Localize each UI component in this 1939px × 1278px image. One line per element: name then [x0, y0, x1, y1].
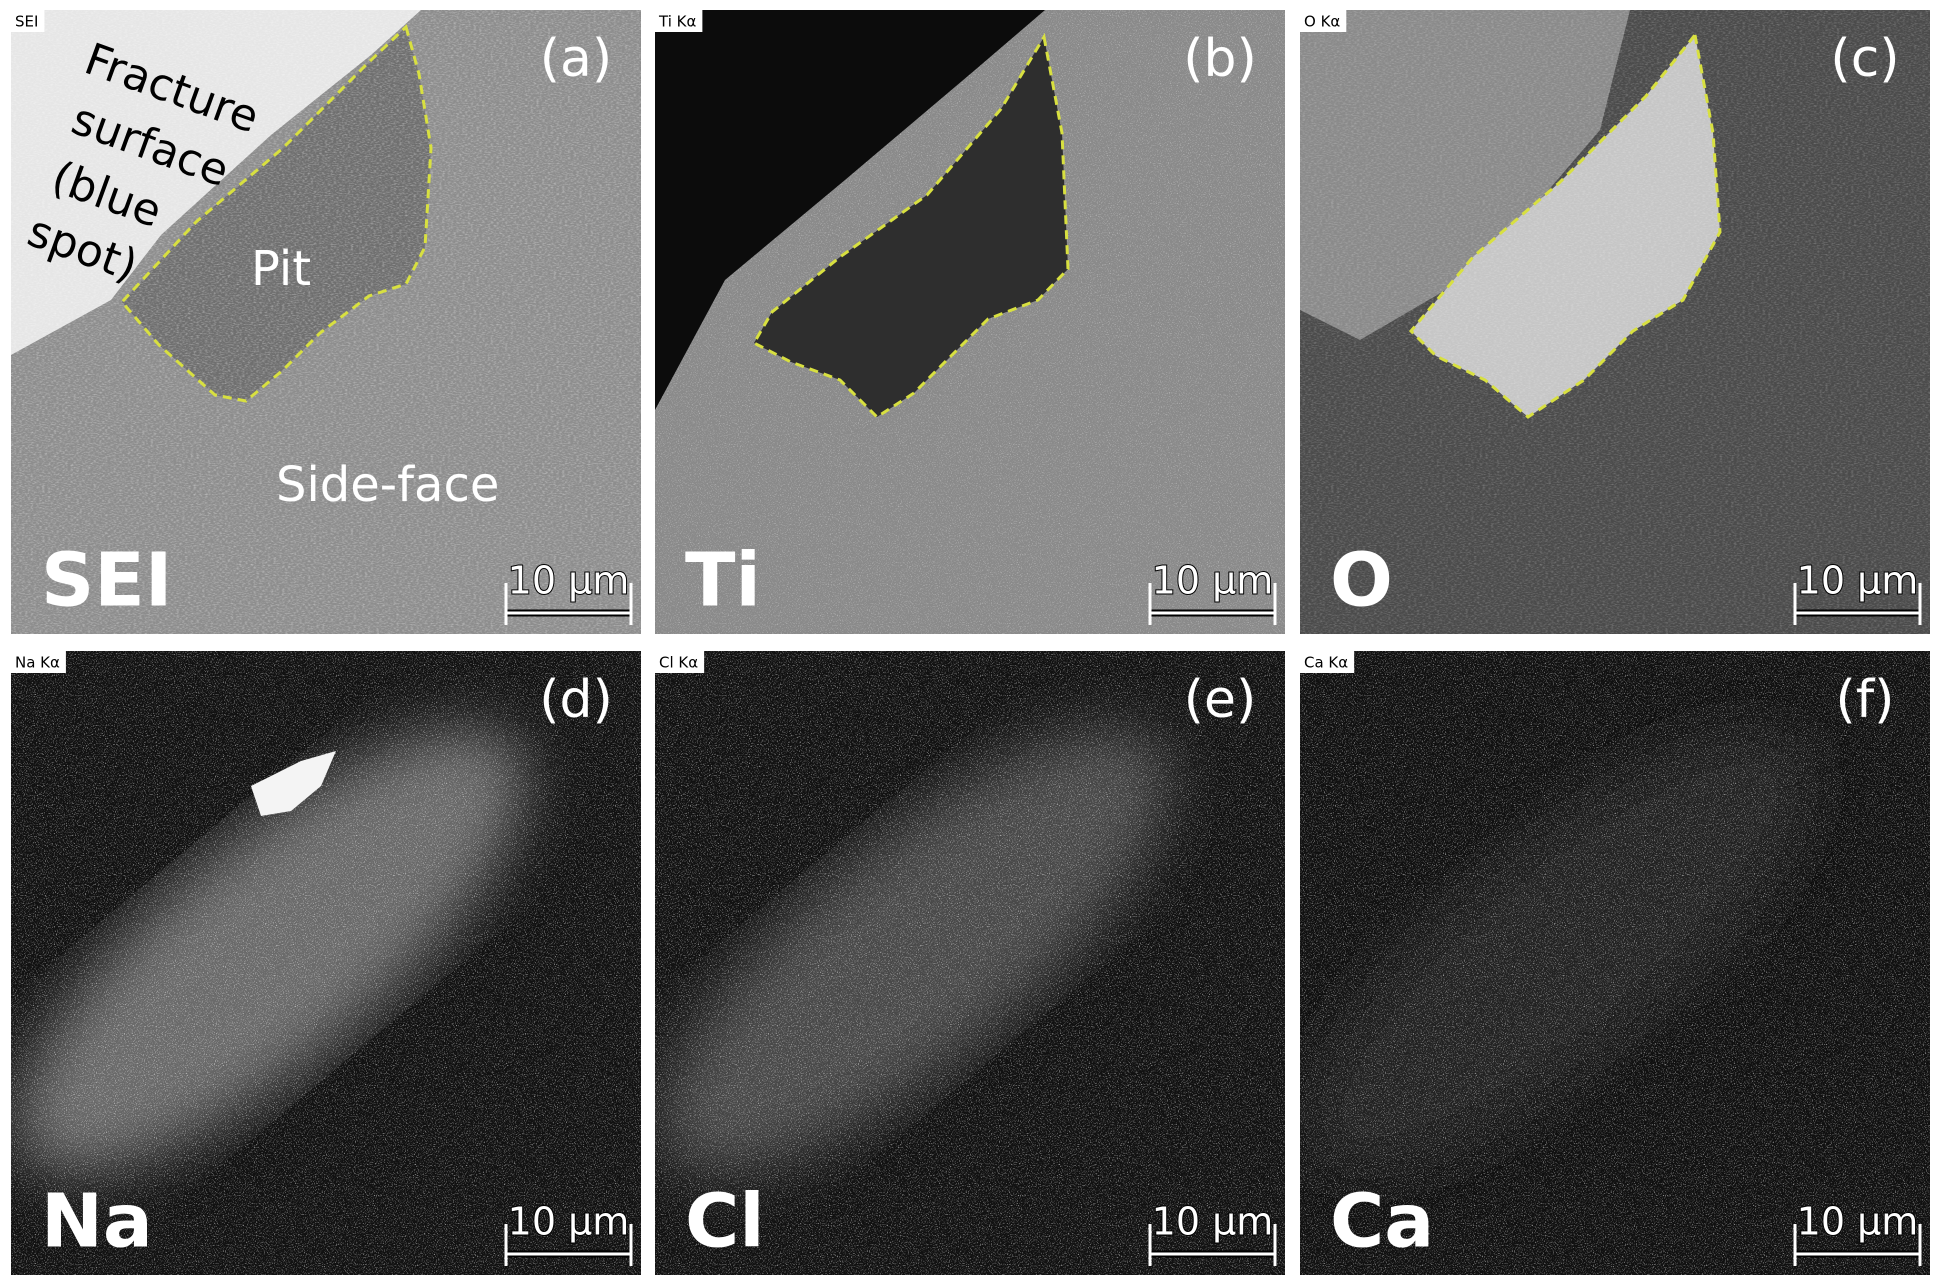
scale-bar-label: 10 µm [508, 1200, 630, 1244]
element-label: Ti [685, 538, 761, 624]
scale-bar-label: 10 µm [508, 559, 630, 603]
scale-bar-label: 10 µm [1797, 559, 1919, 603]
element-label: SEI [41, 538, 172, 624]
panel: Na Kα (d) Na 10 µm [0, 651, 641, 1275]
scale-bar-label: 10 µm [1152, 559, 1274, 603]
scale-bar-label: 10 µm [1797, 1200, 1919, 1244]
panel: Ti Kα (b) Ti 10 µm [655, 10, 1285, 634]
panel: Ca Kα (f) Ca 10 µm [1244, 651, 1930, 1275]
panel-letter: (d) [539, 670, 613, 730]
panel: O Kα (c) O 10 µm [1300, 10, 1930, 634]
figure: SEI(a)SEI10 µmFracturesurface(bluespot)P… [0, 0, 1939, 1278]
panel: Cl Kα (e) Cl 10 µm [599, 651, 1285, 1275]
texture [1300, 10, 1930, 634]
element-label: Cl [685, 1179, 765, 1265]
tag: Cl Kα [659, 654, 698, 672]
element-label: Ca [1330, 1179, 1434, 1265]
tag: O Kα [1304, 13, 1340, 31]
tag: Na Kα [15, 654, 60, 672]
panel-letter: (f) [1836, 670, 1895, 730]
panel-letter: (c) [1830, 29, 1899, 89]
panel-letter: (b) [1183, 29, 1257, 89]
annotation: Side-face [276, 457, 499, 513]
tag: Ti Kα [658, 13, 696, 31]
element-label: Na [41, 1179, 153, 1265]
tag: Ca Kα [1304, 654, 1348, 672]
tag: SEI [15, 13, 38, 31]
scale-bar-label: 10 µm [1152, 1200, 1274, 1244]
element-label: O [1330, 538, 1393, 624]
annotation: Pit [251, 241, 311, 297]
panel-letter: (e) [1184, 670, 1257, 730]
panel-letter: (a) [540, 29, 612, 89]
